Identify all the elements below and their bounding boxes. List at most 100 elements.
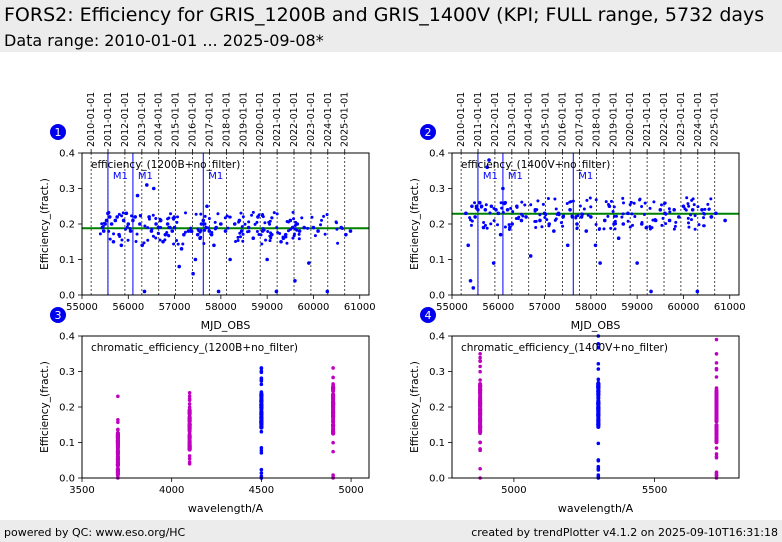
x-axis-label: wavelength/A: [558, 502, 634, 515]
data-point: [596, 401, 601, 406]
data-point: [485, 226, 489, 230]
data-point: [648, 206, 652, 210]
data-point: [290, 225, 295, 230]
data-point: [541, 202, 545, 206]
data-point: [116, 431, 120, 436]
data-point: [709, 197, 713, 201]
data-point: [659, 203, 663, 207]
data-point: [565, 243, 570, 248]
data-point: [469, 223, 473, 227]
y-axis-label: Efficiency_(fract.): [409, 178, 421, 270]
maintenance-marker-label: M1: [578, 171, 593, 182]
data-point: [714, 470, 719, 474]
data-point: [483, 223, 487, 227]
data-point: [613, 227, 617, 231]
data-point: [154, 217, 158, 221]
data-point: [115, 215, 119, 219]
data-point: [594, 222, 598, 226]
data-point: [268, 219, 272, 223]
data-point: [677, 215, 681, 219]
data-point: [109, 222, 114, 226]
data-point: [331, 382, 335, 386]
data-point: [596, 422, 601, 427]
x-axis-label: wavelength/A: [188, 502, 264, 515]
data-point: [113, 218, 118, 223]
data-point: [124, 227, 128, 231]
data-point: [538, 218, 542, 223]
data-point: [631, 223, 635, 227]
data-point: [135, 232, 139, 236]
data-point: [165, 230, 169, 234]
data-point: [609, 226, 613, 230]
panel-annotation: chromatic_efficiency_(1400V+no_filter): [461, 342, 668, 354]
data-point: [259, 448, 264, 453]
data-point: [201, 218, 206, 223]
data-point: [143, 224, 147, 228]
top-tick-label: 2025-01-01: [710, 92, 721, 147]
y-tick-label: 0.0: [429, 291, 445, 302]
data-point: [228, 257, 232, 262]
data-point: [176, 242, 180, 246]
data-point: [189, 226, 193, 230]
data-point: [596, 345, 601, 350]
data-point: [259, 411, 264, 415]
data-point: [212, 243, 216, 248]
data-point: [626, 211, 630, 216]
data-point: [225, 214, 229, 218]
data-point: [630, 212, 634, 216]
data-point: [307, 261, 311, 265]
data-point: [635, 261, 639, 265]
data-point: [187, 454, 192, 458]
x-tick-label: 3500: [69, 485, 94, 496]
data-point: [468, 279, 473, 283]
top-tick-label: 2023-01-01: [306, 92, 317, 147]
data-point: [259, 420, 264, 424]
data-point: [115, 449, 120, 454]
data-point: [286, 220, 290, 224]
data-point: [686, 216, 690, 220]
data-point: [292, 234, 296, 238]
data-point: [683, 207, 687, 211]
data-point: [607, 202, 611, 206]
data-point: [491, 261, 496, 265]
y-tick-label: 0.4: [59, 149, 75, 160]
data-point: [492, 206, 496, 210]
data-point: [255, 229, 259, 233]
panel-badge: [50, 124, 66, 140]
data-point: [331, 440, 335, 445]
data-point: [596, 458, 601, 462]
data-point: [596, 441, 601, 446]
data-point: [292, 217, 296, 221]
data-point: [135, 193, 140, 198]
data-point: [707, 207, 711, 211]
data-point: [478, 431, 482, 436]
data-point: [199, 222, 204, 226]
data-point: [128, 229, 133, 233]
y-axis-label: Efficiency_(fract.): [39, 178, 51, 270]
top-tick-label: 2012-01-01: [490, 92, 501, 147]
data-point: [259, 366, 264, 370]
data-point: [489, 222, 493, 226]
data-point: [187, 394, 192, 398]
data-point: [259, 429, 264, 434]
data-point: [183, 230, 187, 234]
data-point: [485, 165, 489, 169]
data-point: [488, 211, 492, 215]
data-point: [306, 226, 310, 230]
data-point: [265, 257, 269, 262]
data-point: [120, 238, 124, 242]
data-point: [478, 355, 482, 360]
data-point: [116, 455, 120, 460]
data-point: [533, 219, 537, 223]
page-subtitle: Data range: 2010-01-01 ... 2025-09-08*: [4, 31, 324, 50]
data-point: [585, 198, 589, 202]
data-point: [511, 210, 515, 214]
data-point: [638, 197, 642, 201]
x-tick-label: 59000: [621, 302, 653, 313]
data-point: [334, 221, 338, 225]
data-point: [203, 228, 207, 232]
data-point: [131, 218, 135, 223]
data-point: [320, 218, 324, 222]
data-point: [293, 279, 297, 283]
data-point: [478, 466, 482, 471]
